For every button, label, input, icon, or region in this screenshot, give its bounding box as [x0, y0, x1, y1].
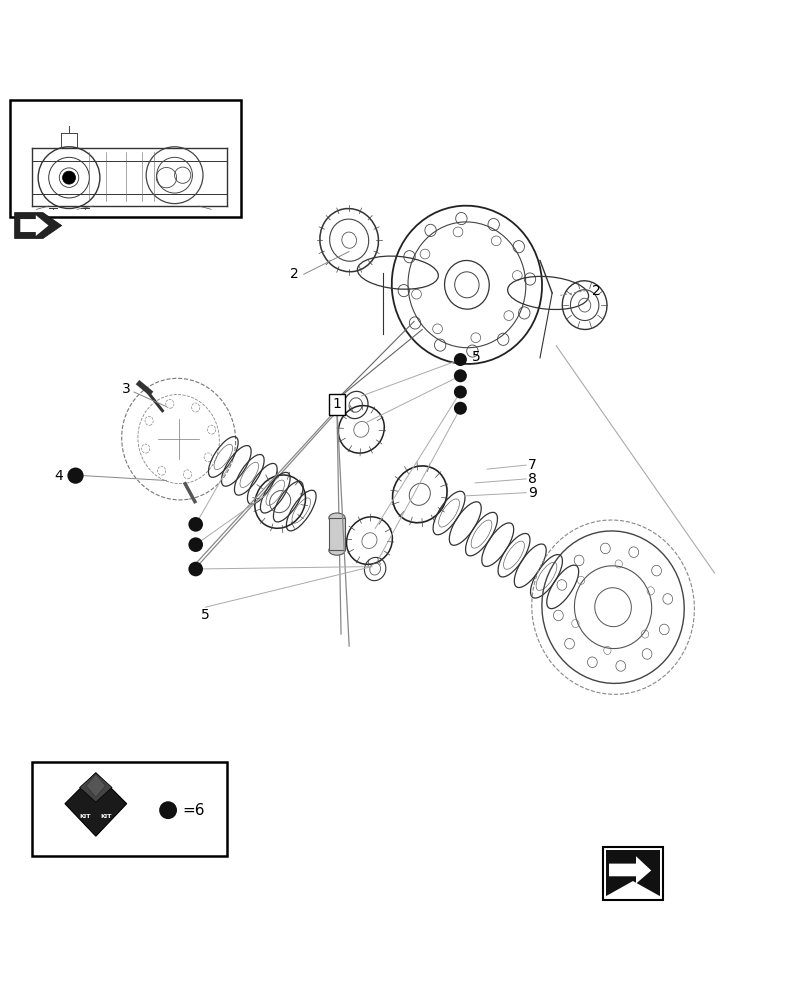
- Bar: [605, 850, 659, 896]
- Circle shape: [453, 402, 466, 415]
- Circle shape: [188, 562, 203, 576]
- Circle shape: [62, 171, 75, 184]
- Bar: [602, 847, 663, 900]
- Ellipse shape: [328, 545, 345, 555]
- Polygon shape: [86, 774, 105, 797]
- Circle shape: [188, 517, 203, 532]
- Circle shape: [159, 801, 177, 819]
- Circle shape: [67, 468, 84, 484]
- Circle shape: [453, 386, 466, 398]
- Polygon shape: [608, 856, 650, 884]
- Text: 9: 9: [527, 486, 536, 500]
- Text: 3: 3: [122, 382, 130, 396]
- Polygon shape: [79, 773, 112, 802]
- Text: 4: 4: [54, 469, 62, 483]
- Text: 8: 8: [527, 472, 536, 486]
- Circle shape: [453, 369, 466, 382]
- Text: KIT: KIT: [79, 814, 91, 819]
- Bar: [328, 518, 345, 550]
- Text: 2: 2: [290, 267, 298, 281]
- Circle shape: [453, 353, 466, 366]
- Polygon shape: [20, 215, 49, 236]
- Bar: [10, 100, 241, 217]
- Polygon shape: [605, 881, 659, 896]
- Text: KIT: KIT: [101, 814, 112, 819]
- Text: 7: 7: [527, 458, 536, 472]
- Polygon shape: [15, 213, 62, 239]
- Bar: [32, 762, 227, 856]
- Polygon shape: [65, 773, 127, 836]
- Circle shape: [188, 537, 203, 552]
- Text: 2: 2: [592, 284, 600, 298]
- Text: 1: 1: [333, 397, 341, 411]
- Text: =6: =6: [182, 803, 205, 818]
- Text: 5: 5: [201, 608, 209, 622]
- Text: 5: 5: [472, 350, 480, 364]
- Ellipse shape: [328, 513, 345, 523]
